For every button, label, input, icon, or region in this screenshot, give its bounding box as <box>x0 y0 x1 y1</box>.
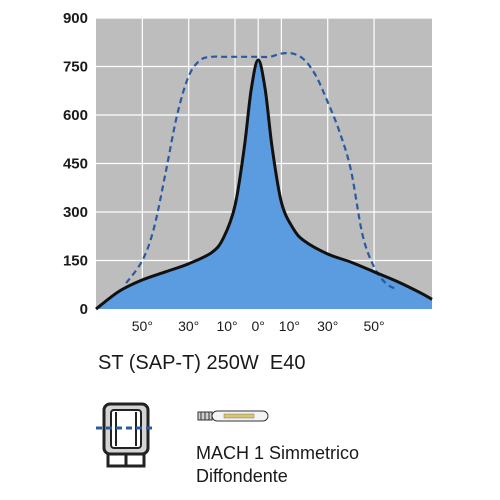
x-tick-label: 50° <box>363 318 384 334</box>
lamp-caption: ST (SAP-T) 250W E40 <box>98 352 306 374</box>
x-tick-label: 10° <box>216 318 237 334</box>
lamp-name-line1: MACH 1 Simmetrico <box>196 443 360 463</box>
floodlight-fixture-icon <box>96 402 156 468</box>
series-line-solid <box>95 58 433 311</box>
x-axis-ticks: 50° 30° 10° 0° 10° 30° 50° <box>132 318 385 334</box>
tubular-lamp-icon <box>197 410 269 422</box>
x-tick-label: 30° <box>178 318 199 334</box>
y-tick-label: 300 <box>63 204 88 221</box>
series-layer <box>95 51 433 311</box>
x-tick-label: 30° <box>317 318 338 334</box>
y-tick-label: 150 <box>63 253 88 270</box>
y-tick-label: 900 <box>63 10 88 27</box>
x-tick-label: 10° <box>279 318 300 334</box>
y-axis-ticks: 0 150 300 450 600 750 900 <box>63 10 88 318</box>
y-tick-label: 600 <box>63 107 88 124</box>
series-fill-area <box>96 60 432 310</box>
series-line-dashed <box>125 51 398 291</box>
photometric-chart: 0 150 300 450 600 750 900 50° 30° 10° 0° 10° 30° 50° <box>63 10 433 334</box>
y-tick-label: 0 <box>80 301 88 318</box>
y-tick-label: 450 <box>63 156 88 173</box>
y-tick-label: 750 <box>63 59 88 76</box>
x-tick-label: 0° <box>252 318 265 334</box>
x-tick-label: 50° <box>132 318 153 334</box>
lamp-name-line2: Diffondente <box>196 466 288 486</box>
